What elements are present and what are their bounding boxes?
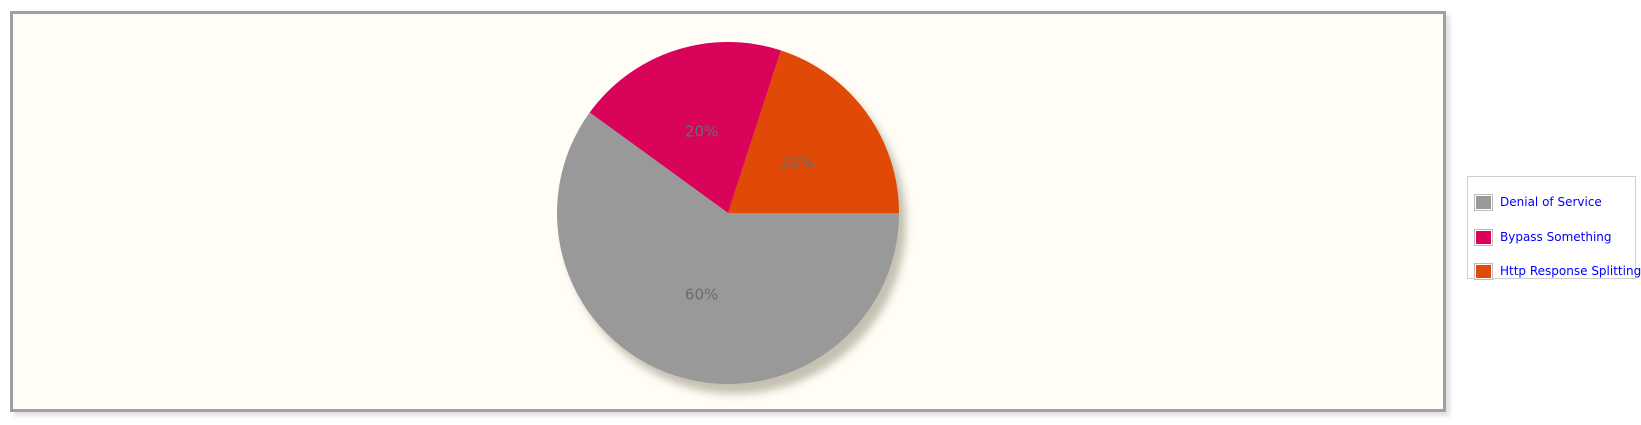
legend-item-denial-of-service[interactable]: Denial of Service: [1474, 192, 1602, 212]
legend-swatch-frame: [1474, 262, 1493, 280]
legend-label-http-response-splitting[interactable]: Http Response Splitting: [1500, 264, 1641, 278]
pie-slice-http-response-splitting: [728, 50, 899, 213]
legend-item-http-response-splitting[interactable]: Http Response Splitting: [1474, 261, 1641, 281]
pie-slice-denial-of-service: [557, 112, 899, 385]
legend-item-bypass-something[interactable]: Bypass Something: [1474, 227, 1612, 247]
pie-slice-label-denial-of-service: 60%: [685, 285, 718, 303]
pie-slice-bypass-something: [589, 41, 781, 213]
legend-swatch-frame: [1474, 193, 1493, 211]
pie-slice-label-bypass-something: 20%: [685, 123, 718, 141]
legend-swatch-bypass-something: [1476, 230, 1491, 244]
legend-swatch-denial-of-service: [1476, 195, 1491, 209]
pie-slices: [557, 41, 899, 385]
legend-swatch-frame: [1474, 228, 1493, 246]
legend-swatch-http-response-splitting: [1476, 264, 1491, 278]
legend-label-bypass-something[interactable]: Bypass Something: [1500, 230, 1612, 244]
legend: Denial of Service Bypass Something Http …: [1467, 176, 1641, 280]
pie-slice-labels: 20% 20% 60%: [685, 123, 814, 304]
legend-label-denial-of-service[interactable]: Denial of Service: [1500, 195, 1602, 209]
pie-slice-label-http-response-splitting: 20%: [780, 154, 813, 172]
